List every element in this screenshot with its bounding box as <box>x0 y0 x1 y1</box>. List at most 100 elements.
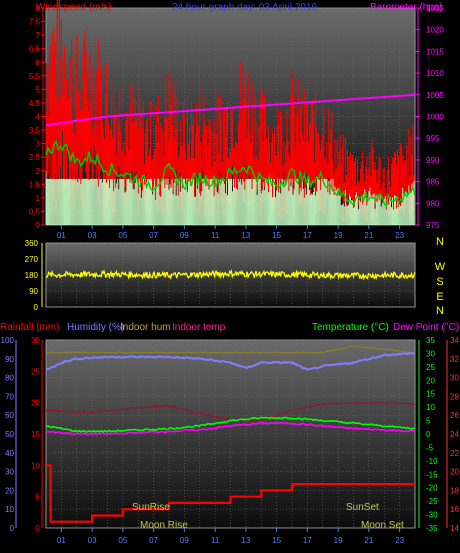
dewpoint-tick: 30 <box>450 374 459 383</box>
barometer-tick: 1010 <box>426 69 444 78</box>
hour-tick: 01 <box>57 536 66 545</box>
hour-tick: 11 <box>211 536 220 545</box>
temperature-tick: -10 <box>426 457 438 466</box>
temperature-tick: 30 <box>426 349 435 358</box>
dewpoint-tick: 18 <box>450 486 459 495</box>
sunrise-label: SunRise <box>132 502 170 513</box>
hour-tick: 21 <box>364 536 373 545</box>
temperature-tick: 20 <box>426 376 435 385</box>
temperature-tick: 15 <box>426 390 435 399</box>
temperature-tick: -25 <box>426 497 438 506</box>
temperature-tick: 35 <box>426 336 435 345</box>
humidity-tick: 25 <box>31 367 40 376</box>
dewpoint-tick: 20 <box>450 468 459 477</box>
hour-tick: 19 <box>334 231 343 240</box>
temperature-label: Temperature (°C) <box>312 322 389 333</box>
moonset-label: Moon Set <box>361 520 404 531</box>
dewpoint-tick: 26 <box>450 411 459 420</box>
barometer-line <box>45 93 416 127</box>
humidity-tick: 10 <box>31 461 40 470</box>
compass-e: E <box>436 291 443 303</box>
windspeed-tick: 7 <box>36 31 41 40</box>
hour-tick: 03 <box>88 231 97 240</box>
rainfall-tick: 90 <box>5 355 14 364</box>
hour-tick: 05 <box>118 231 127 240</box>
barometer-tick: 995 <box>426 134 440 143</box>
direction-tick: 270 <box>25 255 39 264</box>
barometer-axis: 975 980 985 990 995 1000 1005 1010 1015 1020 1025 <box>415 4 444 230</box>
temperature-tick: 10 <box>426 403 435 412</box>
direction-tick: 0 <box>34 303 39 312</box>
hour-tick: 17 <box>303 231 312 240</box>
hour-tick: 13 <box>241 231 250 240</box>
dewpoint-line <box>45 421 416 436</box>
windspeed-tick: 6.5 <box>29 45 41 54</box>
dewpoint-tick: 24 <box>450 430 459 439</box>
humidity-tick: 30 <box>31 336 40 345</box>
hour-tick: 19 <box>334 536 343 545</box>
direction-axis: 0 90 180 270 360 <box>25 239 43 312</box>
sunset-label: SunSet <box>346 502 379 513</box>
windspeed-tick: 3.5 <box>29 126 41 135</box>
hour-tick: 09 <box>180 231 189 240</box>
windspeed-tick: 2 <box>36 167 41 176</box>
windspeed-tick: 8 <box>36 4 41 13</box>
hour-tick: 13 <box>241 536 250 545</box>
barometer-tick: 990 <box>426 156 440 165</box>
dewpoint-tick: 34 <box>450 336 459 345</box>
climate-x-axis: 01 03 05 07 09 11 13 15 17 19 21 23 <box>57 528 405 545</box>
hour-tick: 17 <box>303 536 312 545</box>
wind-average-line <box>45 139 416 208</box>
hour-tick: 09 <box>180 536 189 545</box>
humidity-tick: 20 <box>31 399 40 408</box>
barometer-tick: 1005 <box>426 91 444 100</box>
temperature-tick: -5 <box>426 443 434 452</box>
rainfall-tick: 50 <box>5 430 14 439</box>
windspeed-tick: 0.5 <box>29 207 41 216</box>
windspeed-tick: 5 <box>36 85 41 94</box>
direction-tick: 360 <box>25 239 39 248</box>
compass-n: N <box>436 305 444 317</box>
temperature-tick: -20 <box>426 484 438 493</box>
hour-tick: 23 <box>395 536 404 545</box>
dewpoint-tick: 32 <box>450 355 459 364</box>
hour-tick: 01 <box>57 231 66 240</box>
windspeed-tick: 2.5 <box>29 153 41 162</box>
windspeed-tick: 3 <box>36 140 41 149</box>
climate-series <box>45 345 416 523</box>
dewpoint-axis: 14 16 18 20 22 24 26 28 30 32 34 <box>446 336 459 533</box>
direction-series <box>45 269 416 281</box>
compass-w: W <box>435 261 446 273</box>
barometer-tick: 1025 <box>426 4 444 13</box>
windspeed-tick: 4 <box>36 113 41 122</box>
humidity-line <box>45 352 415 371</box>
windspeed-tick: 6 <box>36 58 41 67</box>
rainfall-tick: 60 <box>5 411 14 420</box>
barometer-tick: 1015 <box>426 47 444 56</box>
rainfall-tick: 80 <box>5 374 14 383</box>
dewpoint-label: Dew Point (°C) <box>393 322 459 333</box>
temperature-tick: 25 <box>426 363 435 372</box>
indoor-temp-label: Indoor temp <box>172 322 226 333</box>
hour-tick: 07 <box>149 536 158 545</box>
rainfall-line <box>46 464 415 523</box>
humidity-label: Humidity (%) <box>67 322 124 333</box>
humidity-tick: 15 <box>31 430 40 439</box>
barometer-tick: 980 <box>426 199 440 208</box>
rainfall-tick: 20 <box>5 486 14 495</box>
temperature-tick: 0 <box>426 430 431 439</box>
dewpoint-tick: 16 <box>450 505 459 514</box>
humidity-tick: 5 <box>36 493 41 502</box>
rainfall-tick: 10 <box>5 505 14 514</box>
graph-title: 24 hour graph day: 03 April 2016 <box>172 2 318 13</box>
hour-tick: 15 <box>272 231 281 240</box>
direction-tick: 90 <box>29 287 38 296</box>
windspeed-tick: 1.5 <box>29 180 41 189</box>
hour-tick: 15 <box>272 536 281 545</box>
rainfall-tick: 100 <box>1 336 15 345</box>
humidity-axis: 0 5 10 15 20 25 30 <box>31 336 43 533</box>
moonrise-label: Moon Rise <box>140 520 188 531</box>
temperature-tick: -15 <box>426 470 438 479</box>
